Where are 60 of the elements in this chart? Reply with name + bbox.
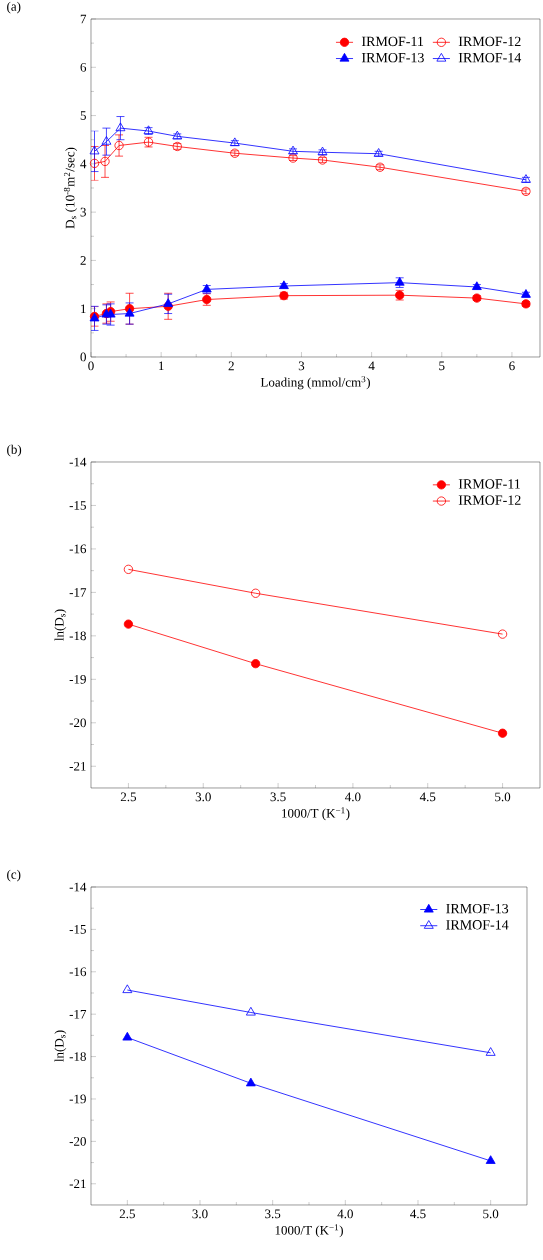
y-tick-label: 4 bbox=[80, 159, 87, 169]
y-tick-label: 3 bbox=[80, 207, 86, 217]
y-tick-label: -19 bbox=[69, 1094, 86, 1104]
legend-label: IRMOF-13 bbox=[361, 52, 424, 63]
x-tick-label: 3.5 bbox=[270, 792, 286, 802]
y-tick-label: 0 bbox=[80, 352, 86, 362]
x-tick-label: 5.0 bbox=[483, 1209, 499, 1219]
y-tick-label: -18 bbox=[69, 631, 86, 641]
y-tick-label: 6 bbox=[80, 62, 87, 72]
y-tick-label: 5 bbox=[80, 111, 86, 120]
y-tick-label: 7 bbox=[80, 14, 87, 24]
x-tick-label: 4 bbox=[368, 361, 375, 371]
chart-title: (a) bbox=[7, 1, 21, 14]
y-tick-label: -17 bbox=[69, 1009, 87, 1019]
y-tick-label: -20 bbox=[69, 1137, 86, 1146]
legend-label: IRMOF-11 bbox=[458, 479, 520, 489]
y-tick-label: -19 bbox=[69, 674, 86, 684]
x-tick-label: 4.0 bbox=[345, 792, 361, 802]
x-tick-label: 0 bbox=[88, 361, 94, 371]
y-axis-title: ln(D$_{s}$) bbox=[54, 609, 67, 641]
x-axis-title: Loading (mmol/cm$^{3}$) bbox=[260, 376, 370, 390]
y-tick-label: -21 bbox=[69, 761, 86, 771]
x-tick-label: 1 bbox=[159, 361, 164, 371]
x-tick-label: 2.5 bbox=[119, 1209, 135, 1219]
y-tick-label: -15 bbox=[69, 501, 86, 510]
x-tick-label: 4.5 bbox=[410, 1209, 426, 1219]
y-axis-title: D$_{s}$ (10$^{-8}$m$^{2}$/sec) bbox=[63, 147, 78, 229]
x-tick-label: 3 bbox=[298, 361, 305, 371]
y-tick-label: -15 bbox=[69, 925, 86, 934]
y-tick-label: -16 bbox=[69, 544, 87, 554]
x-axis-title: 1000/T (K$^{−1}$) bbox=[282, 807, 350, 821]
legend-label: IRMOF-12 bbox=[458, 36, 521, 47]
y-tick-label: -14 bbox=[69, 457, 87, 467]
y-axis-title: ln(D$_{s}$) bbox=[54, 1030, 67, 1062]
y-tick-label: -18 bbox=[69, 1052, 86, 1061]
x-tick-label: 4.0 bbox=[337, 1209, 353, 1219]
x-axis-title: 1000/T (K$^{−1}$) bbox=[275, 1224, 343, 1238]
x-tick-label: 2.5 bbox=[120, 792, 137, 802]
x-tick-label: 2 bbox=[228, 361, 234, 371]
x-tick-label: 5 bbox=[439, 361, 445, 371]
y-tick-label: -20 bbox=[69, 718, 86, 728]
x-tick-label: 3.0 bbox=[192, 1209, 208, 1219]
x-tick-label: 6 bbox=[509, 361, 515, 371]
legend-label: IRMOF-13 bbox=[446, 903, 509, 914]
legend-label: IRMOF-11 bbox=[361, 36, 424, 47]
y-tick-label: 2 bbox=[80, 256, 86, 265]
x-tick-label: 3.0 bbox=[195, 792, 211, 802]
x-tick-label: 5.0 bbox=[495, 792, 511, 802]
y-tick-label: -17 bbox=[69, 588, 87, 597]
chart-title: (c) bbox=[7, 869, 21, 882]
y-tick-label: -14 bbox=[69, 882, 87, 892]
y-tick-label: -21 bbox=[69, 1179, 86, 1189]
x-tick-label: 4.5 bbox=[419, 792, 436, 802]
x-tick-label: 3.5 bbox=[265, 1209, 281, 1219]
legend-label: IRMOF-14 bbox=[458, 52, 522, 63]
y-tick-label: -16 bbox=[69, 967, 87, 977]
y-tick-label: 1 bbox=[81, 304, 86, 313]
legend-label: IRMOF-12 bbox=[458, 495, 521, 505]
legend-label: IRMOF-14 bbox=[446, 920, 509, 930]
chart-title: (b) bbox=[7, 444, 22, 457]
